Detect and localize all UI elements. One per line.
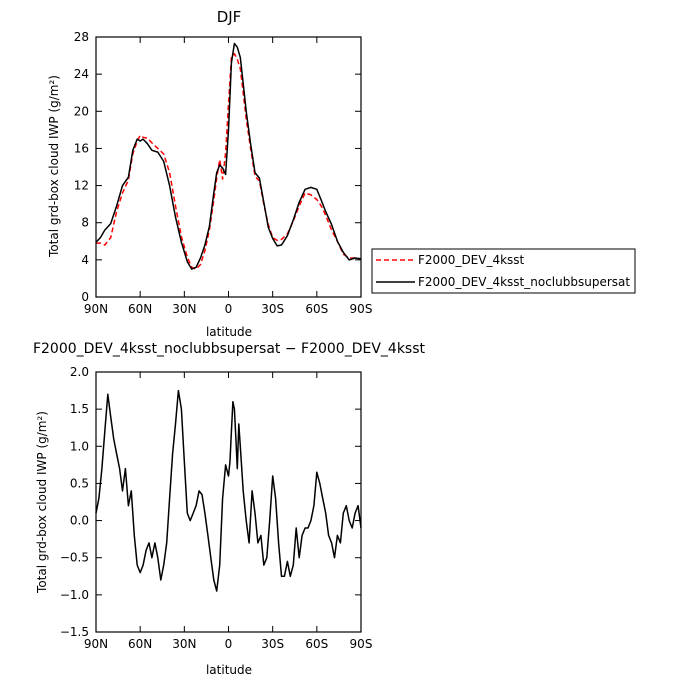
- y-tick-label: 28: [74, 30, 89, 44]
- y-tick-label: 0: [81, 290, 89, 304]
- x-tick-label: 0: [225, 637, 233, 651]
- y-tick-label: −0.5: [60, 551, 89, 565]
- panel-top: DJF latitude Total grd-box cloud IWP (g/…: [47, 8, 372, 339]
- x-tick-label: 60N: [128, 302, 152, 316]
- panel-bottom: F2000_DEV_4ksst_noclubbsupersat − F2000_…: [33, 341, 426, 677]
- chart-title: DJF: [217, 8, 242, 26]
- series-lines: [95, 389, 362, 592]
- y-tick-label: 1.0: [70, 439, 89, 453]
- legend-box: [371, 248, 636, 294]
- y-tick-label: 20: [74, 104, 89, 118]
- y-tick-label: 8: [81, 216, 89, 230]
- plot-frame: [95, 371, 362, 633]
- series-line-f2000-dev-4ksst-noclubbsupersat: [95, 42, 362, 270]
- x-tick-label: 30N: [172, 302, 196, 316]
- x-tick-label: 60S: [305, 637, 328, 651]
- y-tick-label: 0.5: [70, 476, 89, 490]
- x-tick-label: 90N: [84, 637, 108, 651]
- x-tick-label: 30N: [172, 637, 196, 651]
- x-tick-label: 90S: [350, 637, 373, 651]
- x-tick-label: 60S: [305, 302, 328, 316]
- legend-label-f2000-dev-4ksst: F2000_DEV_4ksst: [418, 253, 525, 267]
- y-tick-label: 12: [74, 179, 89, 193]
- x-axis-label: latitude: [206, 663, 252, 677]
- series-line-f2000-dev-4ksst: [96, 52, 362, 270]
- x-tick-label: 30S: [261, 637, 284, 651]
- legend-label-noclubbsupersat: F2000_DEV_4ksst_noclubbsupersat: [418, 275, 630, 289]
- y-tick-label: −1.0: [60, 588, 89, 602]
- x-tick-label: 90N: [84, 302, 108, 316]
- series-line-difference: [95, 389, 362, 592]
- y-tick-label: 1.5: [70, 402, 89, 416]
- x-tick-label: 30S: [261, 302, 284, 316]
- difference-title: F2000_DEV_4ksst_noclubbsupersat − F2000_…: [33, 341, 426, 357]
- legend: F2000_DEV_4ksst F2000_DEV_4ksst_noclubbs…: [371, 248, 636, 294]
- axis-ticks: 90N 60N 30N 0 30S 60S 90S 0 4 8 12 16 20 24 28: [74, 30, 373, 316]
- y-tick-label: 2.0: [70, 365, 89, 379]
- y-tick-label: −1.5: [60, 625, 89, 639]
- y-tick-label: 4: [81, 253, 89, 267]
- series-lines: [95, 42, 362, 270]
- y-axis-label: Total grd-box cloud IWP (g/m²): [35, 411, 49, 594]
- y-tick-label: 16: [74, 141, 89, 155]
- x-tick-label: 0: [225, 302, 233, 316]
- axis-ticks: 90N 60N 30N 0 30S 60S 90S −1.5 −1.0 −0.5 0.0 0.5 1.0…: [60, 365, 373, 651]
- x-axis-label: latitude: [206, 325, 252, 339]
- plot-frame: [95, 36, 362, 298]
- y-tick-label: 24: [74, 67, 89, 81]
- x-tick-label: 90S: [350, 302, 373, 316]
- y-tick-label: 0.0: [70, 514, 89, 528]
- y-axis-label: Total grd-box cloud IWP (g/m²): [47, 75, 61, 258]
- x-tick-label: 60N: [128, 637, 152, 651]
